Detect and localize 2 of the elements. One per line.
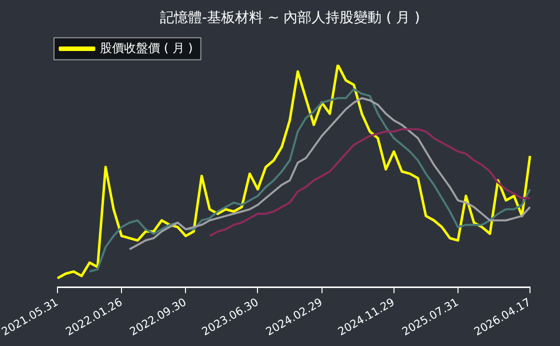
legend-label: 股價收盤價 ( 月 ) — [100, 40, 193, 55]
chart-title: 記憶體-基板材料 ~ 內部人持股變動 ( 月 ) — [160, 10, 420, 26]
